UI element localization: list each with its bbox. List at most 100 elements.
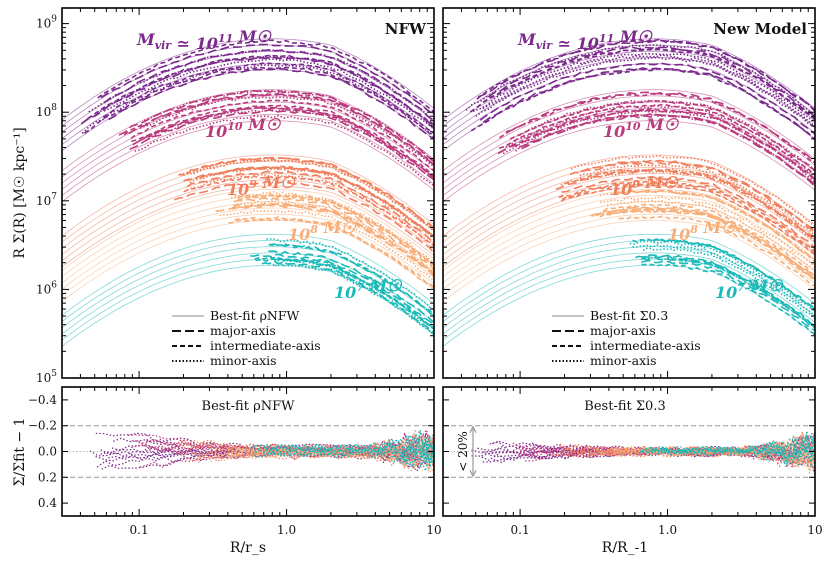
mass-label-m10: 1010 M☉ [603,115,680,141]
legend-label: major-axis [590,323,656,338]
panel-title: NFW [385,20,427,38]
profile-line-m10 [118,89,434,163]
profile-line-m9 [183,175,434,246]
legend-label: intermediate-axis [590,338,701,353]
mass-exponent: 8 [690,223,698,236]
profile-line-m10 [139,96,434,168]
profile-line-m9 [564,167,815,240]
fit-curve-m11 [443,50,815,133]
residual-line-m11 [89,448,434,462]
profile-line-m7 [641,263,815,336]
profile-line-m11 [470,67,815,141]
profile-line-m10 [497,109,815,181]
residual-line-m9 [567,433,815,462]
profile-line-m11 [103,49,434,122]
profile-line-m9 [183,159,434,233]
y-tick-label: 105 [36,369,57,385]
profile-line-m9 [561,176,815,249]
legend-label: intermediate-axis [210,338,321,353]
residual-line-m8 [224,438,434,476]
profile-line-m7 [641,259,815,332]
residual-line-m9 [180,430,434,469]
fit-curve-m8 [443,213,815,296]
profile-line-m11 [80,56,434,127]
profile-line-m7 [642,247,815,320]
residual-line-m10 [519,436,815,462]
x-axis-label-right: R/R_-1 [602,540,648,556]
residual-line-m8 [229,434,434,465]
profile-line-m8 [614,189,815,263]
plot-area [62,38,434,347]
profile-line-m10 [518,99,815,172]
fit-curve-m11 [62,38,434,121]
fit-curve-m8 [443,220,815,302]
residual-line-m9 [554,435,815,462]
profile-line-m11 [88,49,434,122]
fit-curve-m7 [443,252,815,335]
x-tick-label: 0.1 [511,523,530,537]
residual-line-m7 [636,441,815,461]
residual-annotation: Best-fit ρNFW [202,399,296,414]
legend-label: Best-fit Σ0.3 [590,308,668,323]
residual-panel-nfw: 0.4 0.2 0.0 −0.2 −0.4 Best-fit ρNFW [28,386,435,517]
profile-line-m9 [174,180,434,254]
x-tick-label: 10 [807,523,822,537]
profile-line-m11 [476,38,815,113]
mass-exponent: 10 [227,120,243,133]
fit-curve-m9 [62,179,434,262]
mass-label-m10: 1010 M☉ [205,115,282,141]
profile-line-m11 [472,52,815,124]
profile-line-m9 [186,170,434,245]
profile-line-m9 [560,183,815,256]
residual-panel-new-model: Best-fit Σ0.3 < 20% [442,386,816,517]
x-tick-label: 0.1 [130,523,149,537]
legend-label: minor-axis [590,353,657,368]
profile-line-m8 [590,206,815,278]
profile-line-m9 [560,168,815,239]
residual-line-m7 [640,441,815,465]
residual-line-m8 [610,442,815,466]
profile-line-m8 [592,208,815,280]
plot-area [443,38,815,347]
profile-line-m7 [254,256,434,330]
profile-line-m8 [233,197,434,271]
profile-line-m8 [215,204,434,278]
profile-line-m7 [274,257,434,330]
profile-line-m10 [521,113,815,188]
profile-line-m7 [629,240,815,313]
bracket-arrow-up [469,425,477,433]
profile-line-m8 [237,194,434,267]
residual-line-m8 [591,443,815,475]
profile-line-m7 [632,237,815,310]
bracket-label: < 20% [456,431,470,472]
residual-line-m7 [253,431,434,463]
y-tick-label: 106 [36,280,57,296]
profile-line-m10 [129,109,434,181]
fit-curve-m9 [443,167,815,249]
profile-line-m10 [123,92,434,166]
y-tick-exponent: 5 [51,369,57,379]
profile-line-m10 [142,108,434,181]
fit-curve-m8 [62,189,434,271]
y-tick-exponent: 7 [51,192,57,202]
bracket-arrow-down [469,470,477,478]
x-axis-label-left: R/r_s [230,540,266,556]
axes-frame [442,7,816,379]
profile-line-m7 [640,256,815,330]
fit-curve-m11 [443,38,815,121]
profile-line-m11 [81,64,434,137]
y-tick-label: −0.4 [28,393,58,407]
residual-line-m7 [254,440,434,464]
profile-line-m8 [618,215,815,287]
mass-label-m9: 109 M☉ [610,173,679,199]
profile-line-m10 [131,104,434,178]
residual-line-m8 [231,431,434,459]
fit-curve-m7 [62,246,434,329]
profile-line-m10 [132,106,434,180]
profile-line-m8 [237,193,434,266]
profile-line-m11 [479,62,815,135]
fit-curve-m7 [443,240,815,322]
profile-line-m8 [595,207,815,280]
fit-curve-m7 [443,264,815,347]
profile-line-m11 [100,43,434,116]
